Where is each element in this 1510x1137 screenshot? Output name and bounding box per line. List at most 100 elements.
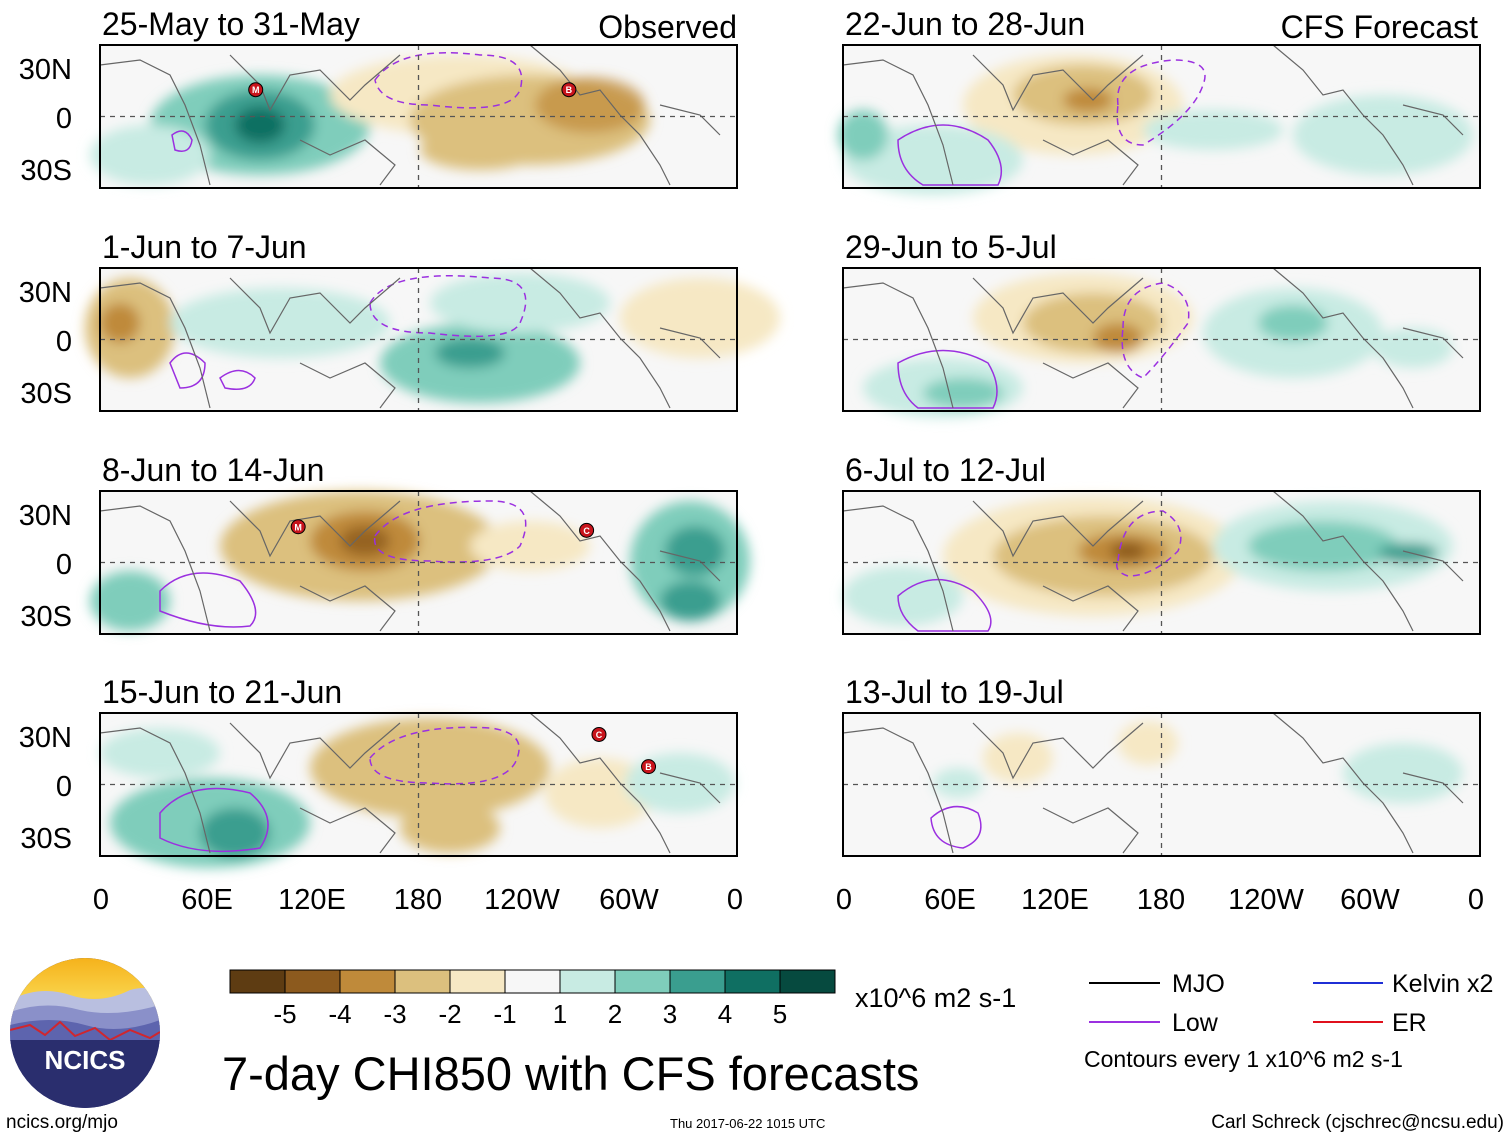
storm-label: M [294,522,302,532]
panel-p5: 22-Jun to 28-Jun [838,6,1481,195]
y-tick-label: 30N [19,54,72,86]
colorbar-tick-label: -1 [493,999,516,1029]
low-contour-dashed [369,726,520,785]
contour-note: Contours every 1 x10^6 m2 s-1 [1084,1046,1403,1072]
low-contour [897,579,992,632]
x-tick-label: 60W [599,884,659,916]
x-axis-left: 0 60E 120E 180 120W 60W 0 [93,884,743,916]
panel-title: 1-Jun to 7-Jun [102,229,307,265]
map-frame [99,267,738,412]
panel-p4: 15-Jun to 21-Jun CB [99,674,738,868]
low-contour [169,352,206,389]
storm-marker: B [641,759,657,775]
colorbar-swatch [449,969,506,994]
map-frame [842,490,1481,635]
colorbar-units: x10^6 m2 s-1 [855,983,1016,1013]
low-contour-dashed [374,52,523,109]
map-frame [842,44,1481,189]
x-tick-label: 0 [727,884,743,916]
colorbar-swatch [614,969,671,994]
x-tick-label: 60E [181,884,233,916]
y-tick-label: 30S [20,378,72,410]
panel-p8: 13-Jul to 19-Jul [842,674,1481,857]
anomaly-shading [100,718,735,868]
map-frame [842,267,1481,412]
y-axis-left: 30N 0 30S 30N 0 30S 30N 0 30S 30N 0 30S [19,54,72,855]
footer-timestamp: Thu 2017-06-22 1015 UTC [670,1116,825,1131]
legend-label-mjo: MJO [1172,970,1225,998]
panel-title: 22-Jun to 28-Jun [845,6,1085,42]
x-tick-label: 120E [278,884,346,916]
map-frame [99,490,738,635]
storm-icon [579,522,595,538]
anomaly-shading [838,55,1473,195]
y-tick-label: 0 [56,549,72,581]
storm-label: B [645,762,652,772]
y-tick-label: 0 [56,103,72,135]
colorbar-swatch [669,969,726,994]
low-contour-dashed [369,275,527,338]
storms-layer: CB [591,726,657,775]
legend-label-er: ER [1392,1009,1427,1037]
storm-marker: M [290,519,306,535]
observed-label: Observed [598,9,737,45]
colorbar-swatch [284,969,341,994]
panel-p7: 6-Jul to 12-Jul [842,452,1481,635]
colorbar-tick-label: 3 [663,999,677,1029]
colorbar-swatch [559,969,616,994]
low-contour-dashed [373,500,527,563]
coastlines [99,712,721,854]
map-frame [99,44,738,189]
map-frame [99,712,738,857]
storm-icon [561,82,577,98]
low-contour [930,805,982,849]
colorbar-tick-label: -4 [328,999,351,1029]
x-tick-label: 180 [394,884,442,916]
low-contour-dashed [1116,510,1182,577]
y-tick-label: 0 [56,326,72,358]
colorbar-tick-label: -2 [438,999,461,1029]
panel-p3: 8-Jun to 14-Jun M C [90,452,750,635]
storm-label: C [596,730,603,740]
panel-title: 8-Jun to 14-Jun [102,452,324,488]
y-tick-label: 30N [19,722,72,754]
storm-icon [641,759,657,775]
storm-label: B [566,85,573,95]
x-tick-label: 0 [836,884,852,916]
storm-marker: M [248,82,264,98]
y-tick-label: 30S [20,601,72,633]
storm-icon [290,519,306,535]
x-tick-label: 0 [93,884,109,916]
x-tick-label: 0 [1468,884,1484,916]
colorbar-swatch [504,969,561,994]
colorbar-swatch [339,969,396,994]
storm-marker: C [591,726,607,742]
low-contour [219,369,256,390]
colorbar-tick-label: 4 [718,999,732,1029]
y-tick-label: 30S [20,155,72,187]
y-tick-label: 30S [20,823,72,855]
coastlines [99,267,721,409]
colorbar-swatch [229,969,286,994]
y-tick-label: 0 [56,771,72,803]
x-tick-label: 180 [1137,884,1185,916]
y-tick-label: 30N [19,500,72,532]
x-tick-label: 60E [924,884,976,916]
storm-label: C [583,526,590,536]
map-frame [842,712,1481,857]
forecast-label: CFS Forecast [1281,9,1478,45]
ncics-logo: NCICS [10,958,160,1108]
colorbar-swatch [724,969,781,994]
anomaly-shading [90,491,750,631]
colorbar-tick-label: 2 [608,999,622,1029]
anomaly-shading [90,55,650,185]
low-contour [171,130,193,152]
colorbar-tick-label: -3 [383,999,406,1029]
x-tick-label: 120W [1228,884,1304,916]
coastlines [99,44,721,186]
coastlines [99,490,721,632]
contour-legend: MJO Kelvin x2 Low ER Contours every 1 x1… [1084,970,1493,1072]
storm-marker: C [579,522,595,538]
